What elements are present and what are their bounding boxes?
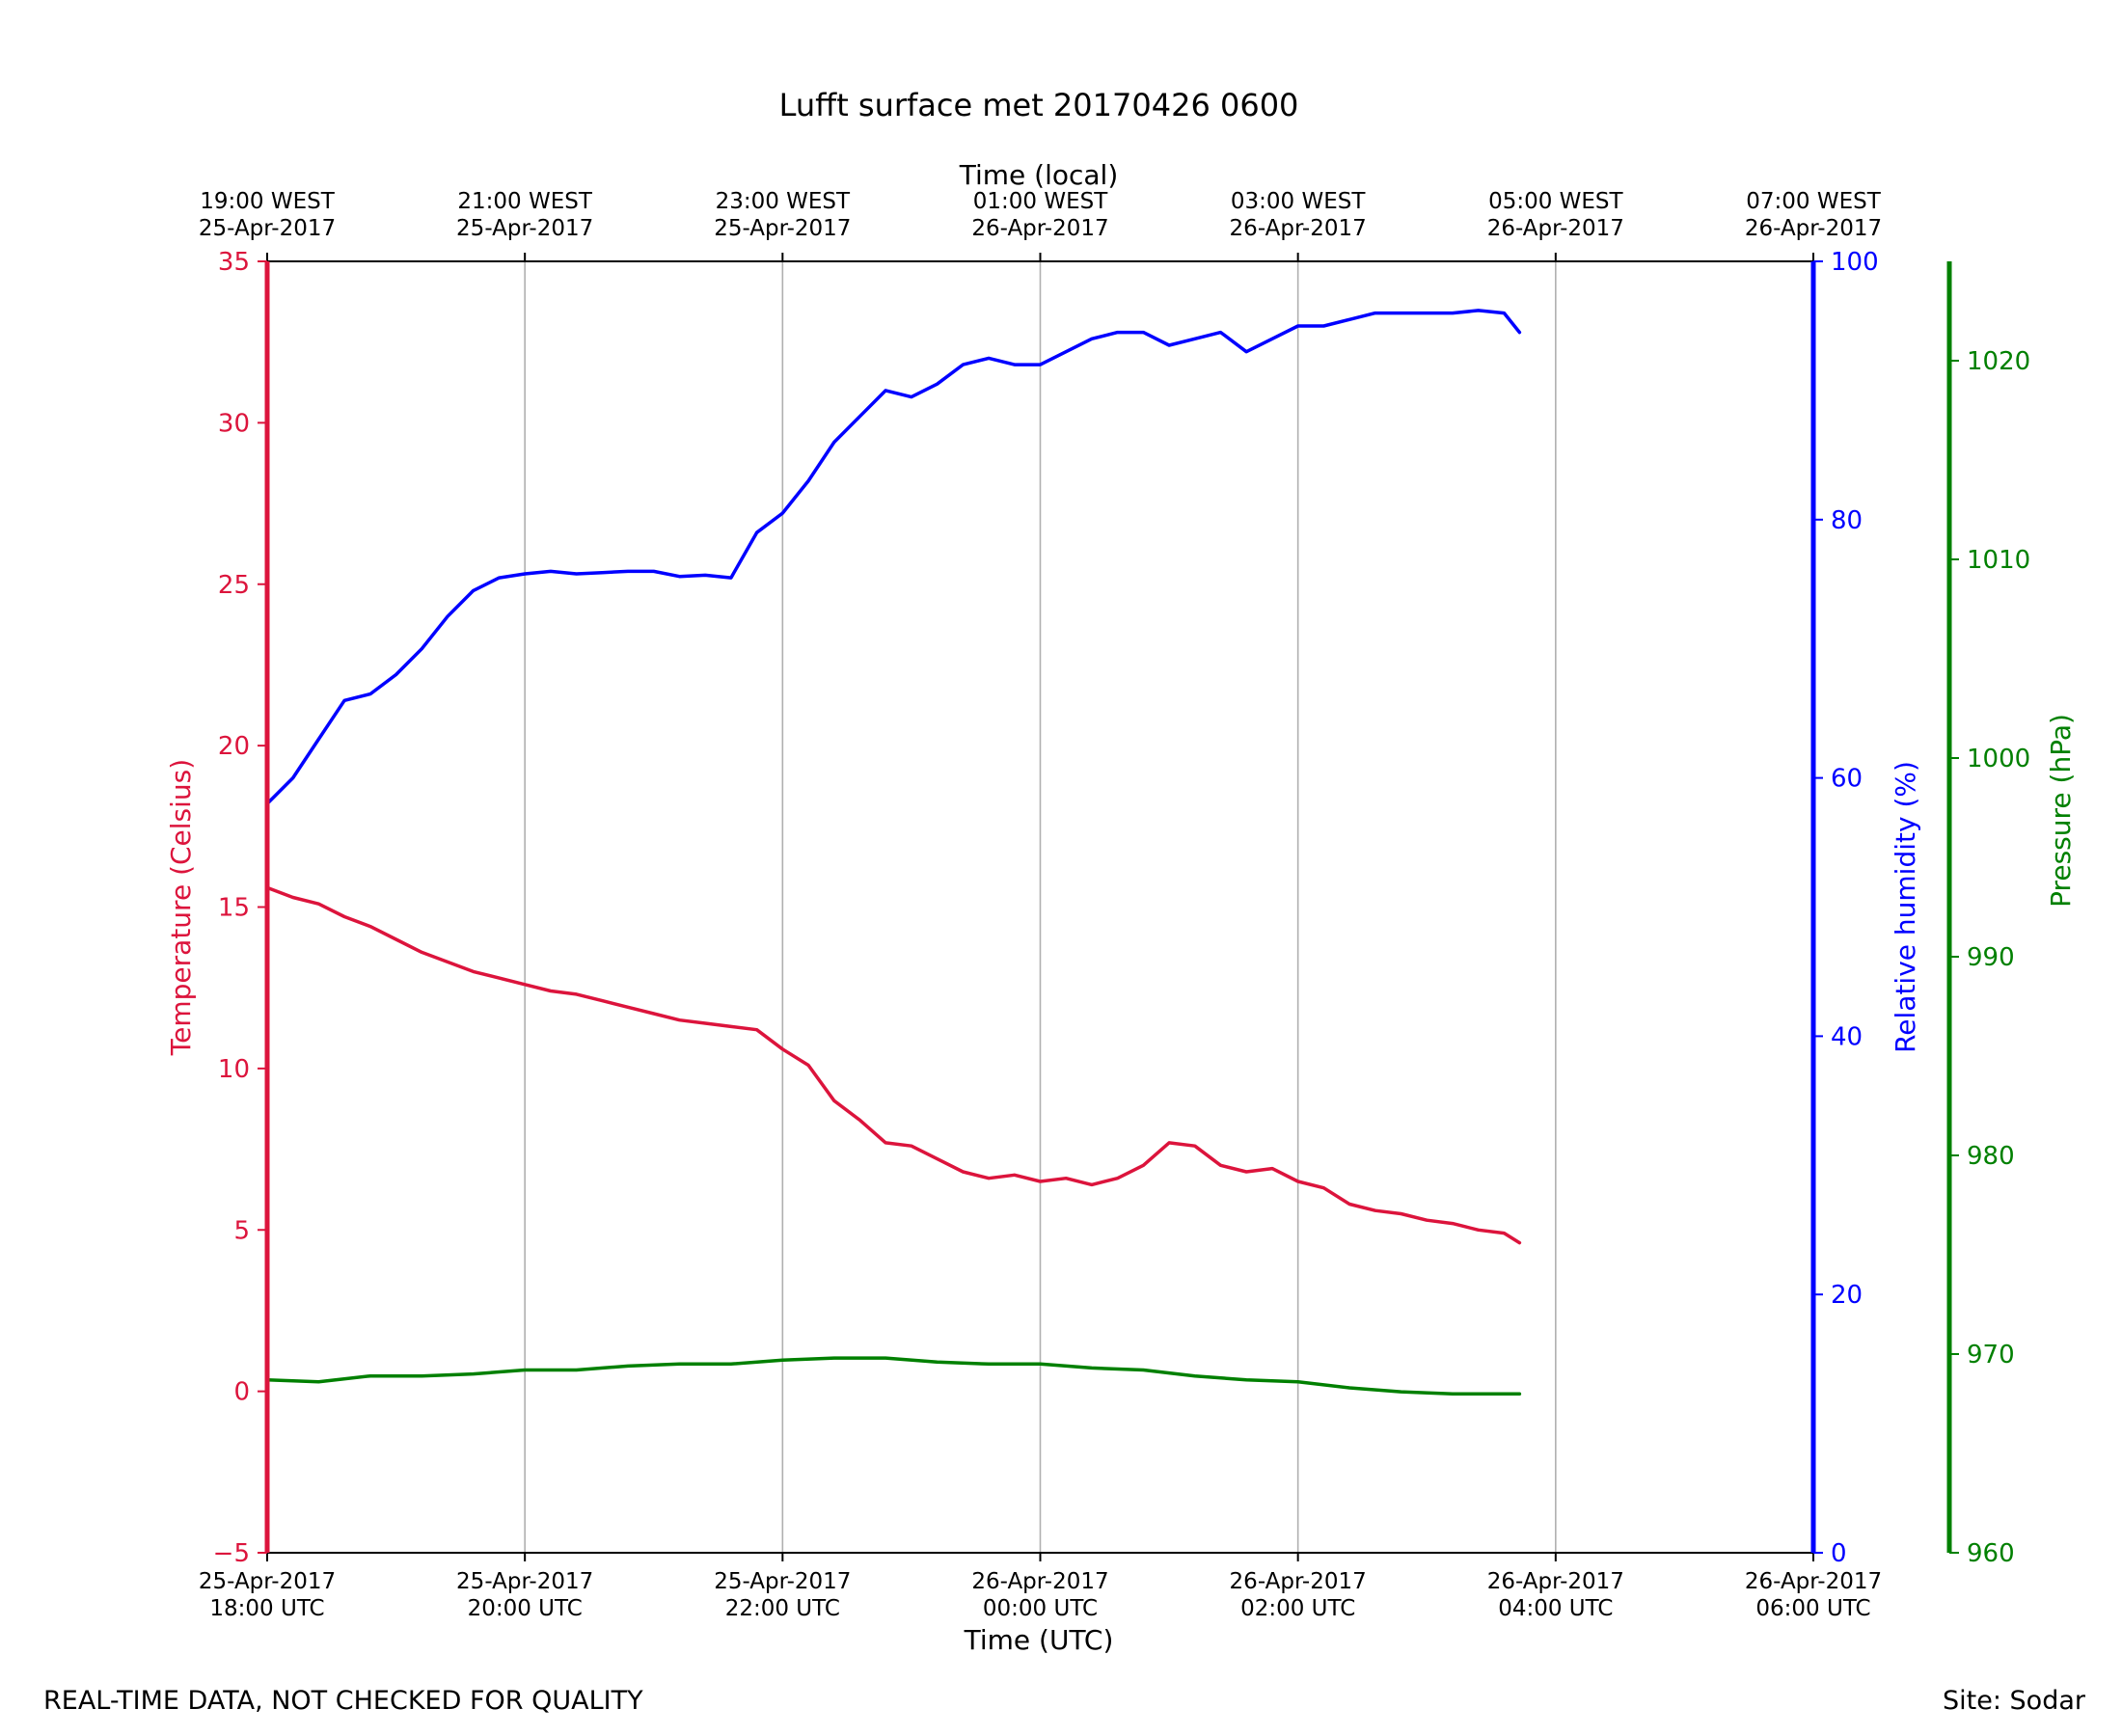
x2-tick-label-date: 25-Apr-2017 bbox=[199, 216, 336, 241]
footer-quality-note: REAL-TIME DATA, NOT CHECKED FOR QUALITY bbox=[43, 1686, 643, 1716]
humidity-tick-label: 60 bbox=[1831, 765, 1863, 794]
pressure-tick-label: 1010 bbox=[1967, 546, 2030, 575]
x-tick-label-time: 22:00 UTC bbox=[725, 1596, 840, 1621]
pressure-tick-label: 1000 bbox=[1967, 745, 2030, 773]
temperature-tick-label: 25 bbox=[218, 571, 250, 600]
x2-tick-label-time: 07:00 WEST bbox=[1746, 189, 1881, 214]
pressure-tick-label: 970 bbox=[1967, 1341, 2015, 1370]
x-tick-label-date: 25-Apr-2017 bbox=[199, 1569, 336, 1594]
humidity-tick-label: 40 bbox=[1831, 1022, 1863, 1051]
pressure-tick-label: 990 bbox=[1967, 943, 2015, 972]
x2-tick-label-time: 23:00 WEST bbox=[716, 189, 851, 214]
x-tick-label-date: 26-Apr-2017 bbox=[971, 1569, 1108, 1594]
x2-tick-label-time: 05:00 WEST bbox=[1488, 189, 1623, 214]
x2-tick-label-time: 21:00 WEST bbox=[457, 189, 592, 214]
x2-tick-label-date: 25-Apr-2017 bbox=[714, 216, 851, 241]
x-axis-label: Time (UTC) bbox=[964, 1624, 1114, 1656]
x-tick-label-time: 04:00 UTC bbox=[1498, 1596, 1613, 1621]
x-tick-label-time: 00:00 UTC bbox=[983, 1596, 1098, 1621]
temperature-tick-label: 5 bbox=[233, 1216, 250, 1245]
chart-title: Lufft surface met 20170426 0600 bbox=[779, 87, 1299, 123]
temperature-axis-label: Temperature (Celsius) bbox=[165, 759, 197, 1056]
x-tick-label-time: 06:00 UTC bbox=[1755, 1596, 1870, 1621]
temperature-tick-label: 15 bbox=[218, 894, 250, 923]
temperature-series-line bbox=[265, 885, 1522, 1245]
humidity-tick-label: 80 bbox=[1831, 506, 1863, 535]
x-tick-label-date: 26-Apr-2017 bbox=[1487, 1569, 1624, 1594]
temperature-tick-label: 35 bbox=[218, 248, 250, 277]
pressure-tick-label: 980 bbox=[1967, 1142, 2015, 1171]
x-tick-label-date: 25-Apr-2017 bbox=[714, 1569, 851, 1594]
pressure-tick-label: 960 bbox=[1967, 1539, 2015, 1568]
temperature-tick-label: 0 bbox=[233, 1378, 250, 1407]
x-tick-label-time: 20:00 UTC bbox=[468, 1596, 583, 1621]
grid-lines bbox=[524, 261, 1557, 1553]
x-tick-label-date: 26-Apr-2017 bbox=[1745, 1569, 1882, 1594]
x-tick-label-time: 18:00 UTC bbox=[209, 1596, 324, 1621]
x-tick-label-time: 02:00 UTC bbox=[1240, 1596, 1355, 1621]
humidity-axis-label: Relative humidity (%) bbox=[1890, 761, 1921, 1053]
pressure-axis-label: Pressure (hPa) bbox=[2045, 714, 2077, 908]
temperature-tick-label: −5 bbox=[213, 1539, 250, 1568]
x2-tick-label-time: 19:00 WEST bbox=[200, 189, 335, 214]
x2-tick-label-date: 26-Apr-2017 bbox=[1745, 216, 1882, 241]
pressure-series-line bbox=[265, 1356, 1522, 1396]
x2-tick-label-date: 26-Apr-2017 bbox=[1230, 216, 1367, 241]
top-axis-label: Time (local) bbox=[959, 159, 1119, 191]
footer-site: Site: Sodar bbox=[1943, 1686, 2086, 1716]
temperature-tick-label: 10 bbox=[218, 1055, 250, 1084]
pressure-tick-label: 1020 bbox=[1967, 347, 2030, 376]
temperature-tick-label: 20 bbox=[218, 732, 250, 761]
humidity-series-line bbox=[265, 309, 1522, 806]
x-tick-label-date: 26-Apr-2017 bbox=[1230, 1569, 1367, 1594]
x2-tick-label-date: 26-Apr-2017 bbox=[1487, 216, 1624, 241]
temperature-tick-label: 30 bbox=[218, 409, 250, 438]
x2-tick-label-date: 25-Apr-2017 bbox=[456, 216, 593, 241]
x2-tick-label-date: 26-Apr-2017 bbox=[971, 216, 1108, 241]
humidity-tick-label: 20 bbox=[1831, 1281, 1863, 1310]
x-tick-label-date: 25-Apr-2017 bbox=[456, 1569, 593, 1594]
humidity-tick-label: 0 bbox=[1831, 1539, 1847, 1568]
humidity-tick-label: 100 bbox=[1831, 248, 1879, 277]
series-layer bbox=[265, 309, 1522, 1396]
x2-tick-label-time: 01:00 WEST bbox=[973, 189, 1108, 214]
x2-tick-label-time: 03:00 WEST bbox=[1231, 189, 1366, 214]
